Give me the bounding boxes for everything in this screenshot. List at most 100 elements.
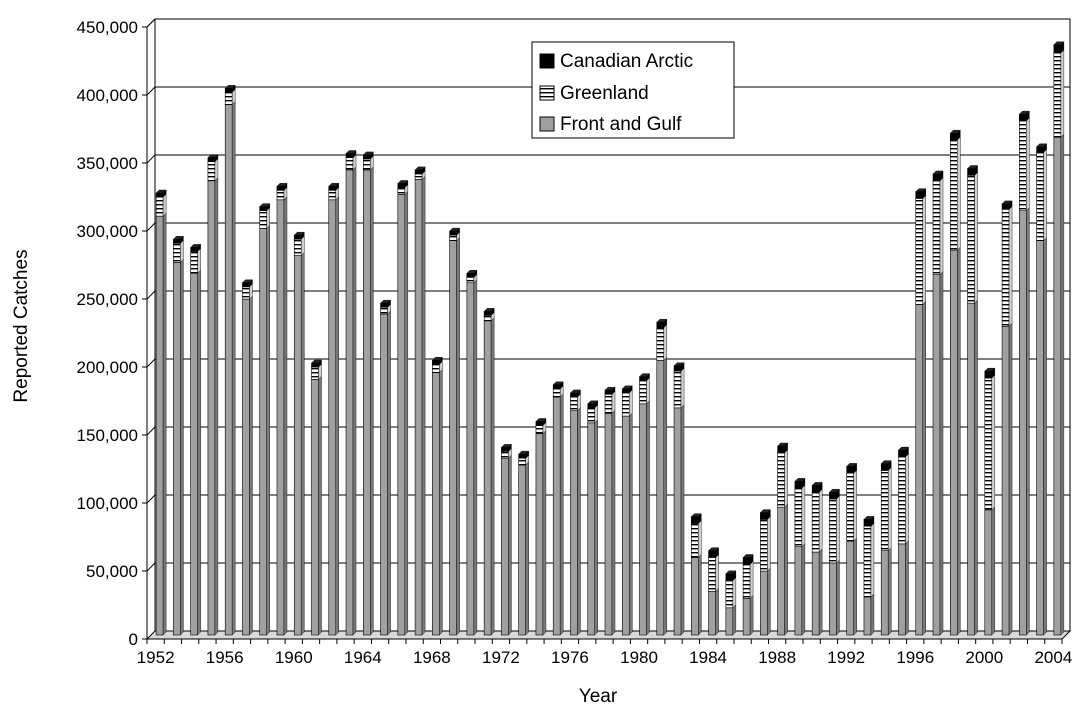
bar-top-cap bbox=[276, 182, 288, 187]
bar-segment-greenland bbox=[777, 452, 785, 508]
bar-segment-side bbox=[421, 175, 426, 636]
bar-segment-canadian-arctic bbox=[742, 557, 751, 565]
bar-segment-front-and-gulf bbox=[1019, 210, 1027, 636]
bar-1997 bbox=[932, 170, 944, 636]
bar-segment-greenland bbox=[483, 315, 492, 322]
bar-segment-front-and-gulf bbox=[518, 464, 526, 636]
bar-segment-greenland bbox=[414, 173, 423, 180]
legend-label-greenland: Greenland bbox=[560, 83, 649, 104]
bar-1984 bbox=[708, 547, 720, 636]
bar-top-cap bbox=[345, 150, 357, 154]
bar-top-cap bbox=[431, 357, 443, 361]
bar-1988 bbox=[777, 442, 789, 636]
bar-segment-front-and-gulf bbox=[725, 607, 734, 636]
bar-segment-front-and-gulf bbox=[639, 403, 647, 636]
bar-top-cap bbox=[172, 236, 184, 240]
bar-1967 bbox=[414, 166, 426, 636]
bar-1970 bbox=[466, 269, 478, 636]
bar-top-cap bbox=[759, 509, 771, 513]
bar-segment-canadian-arctic bbox=[984, 370, 993, 379]
bar-segment-greenland bbox=[1001, 209, 1010, 327]
bar-1999 bbox=[967, 165, 979, 636]
bar-segment-canadian-arctic bbox=[760, 512, 768, 520]
bar-segment-canadian-arctic bbox=[173, 238, 181, 244]
bar-top-cap bbox=[932, 170, 944, 175]
bar-top-cap bbox=[967, 165, 979, 169]
bar-segment-canadian-arctic bbox=[725, 573, 734, 581]
bar-segment-front-and-gulf bbox=[673, 407, 682, 636]
bar-segment-greenland bbox=[259, 210, 268, 229]
bar-1972 bbox=[500, 443, 512, 636]
x-tick-label: 1988 bbox=[758, 648, 796, 667]
bar-segment-front-and-gulf bbox=[207, 180, 216, 636]
bar-1956 bbox=[224, 84, 236, 636]
bar-segment-side bbox=[473, 279, 478, 636]
bar-segment-canadian-arctic bbox=[949, 132, 958, 141]
bar-1993 bbox=[863, 515, 875, 636]
bar-segment-canadian-arctic bbox=[276, 185, 285, 191]
bar-top-cap bbox=[190, 244, 202, 248]
x-axis: 1952 1956 1960 1964 1968 1972 1976 1980 1984 1988… bbox=[137, 638, 1072, 667]
bar-segment-side bbox=[922, 194, 926, 306]
bar-segment-front-and-gulf bbox=[1036, 240, 1044, 636]
bar-segment-front-and-gulf bbox=[328, 199, 337, 636]
bar-segment-side bbox=[266, 207, 270, 229]
bar-segment-canadian-arctic bbox=[1053, 44, 1062, 54]
bar-segment-side bbox=[439, 369, 443, 636]
gridline-side bbox=[146, 358, 156, 368]
y-tick-label: 250,000 bbox=[77, 290, 138, 309]
y-tick-label: 150,000 bbox=[77, 426, 138, 445]
bar-1969 bbox=[449, 227, 461, 636]
gridline-side bbox=[146, 154, 156, 164]
bar-segment-side bbox=[560, 393, 564, 636]
bar-top-cap bbox=[673, 362, 685, 366]
bar-segment-side bbox=[611, 409, 616, 636]
bar-segment-front-and-gulf bbox=[1053, 136, 1062, 636]
bar-segment-side bbox=[1060, 133, 1065, 636]
x-tick-label: 1992 bbox=[827, 648, 865, 667]
bar-segment-greenland bbox=[293, 238, 302, 256]
bar-segment-front-and-gulf bbox=[984, 509, 993, 636]
bar-segment-side bbox=[490, 317, 495, 636]
y-axis: 0 50,000 100,000 150,000 200,000 250,000 300,0… bbox=[77, 18, 147, 649]
bar-segment-greenland bbox=[708, 557, 716, 592]
y-axis-title: Reported Catches bbox=[11, 249, 32, 402]
bar-segment-side bbox=[767, 515, 771, 572]
x-tick-label: 1964 bbox=[344, 648, 382, 667]
bar-segment-greenland bbox=[949, 139, 958, 251]
bar-segment-front-and-gulf bbox=[794, 546, 803, 636]
bar-segment-side bbox=[939, 271, 944, 636]
bar-1954 bbox=[190, 243, 202, 636]
bar-segment-front-and-gulf bbox=[1001, 325, 1010, 636]
bar-segment-side bbox=[370, 166, 374, 636]
gridline-side bbox=[146, 290, 156, 300]
bar-segment-canadian-arctic bbox=[915, 191, 924, 199]
bar-segment-side bbox=[1060, 49, 1065, 138]
bar-segment-front-and-gulf bbox=[414, 179, 423, 636]
bar-segment-side bbox=[404, 190, 409, 636]
bar-segment-side bbox=[387, 310, 391, 636]
bar-segment-side bbox=[577, 407, 581, 636]
bar-segment-side bbox=[594, 419, 598, 636]
bar-2001 bbox=[1001, 200, 1013, 636]
bar-top-cap bbox=[846, 463, 858, 467]
bar-top-cap bbox=[569, 389, 581, 394]
bar-segment-front-and-gulf bbox=[242, 298, 250, 636]
x-tick-label: 2000 bbox=[965, 648, 1003, 667]
bar-segment-canadian-arctic bbox=[190, 247, 198, 252]
bar-segment-side bbox=[525, 461, 529, 636]
bar-segment-greenland bbox=[673, 370, 682, 409]
bar-segment-side bbox=[974, 171, 978, 304]
bar-top-cap bbox=[811, 482, 823, 486]
bar-segment-canadian-arctic bbox=[414, 169, 423, 175]
y-tick-label: 0 bbox=[129, 630, 138, 649]
bar-top-cap bbox=[535, 418, 547, 422]
bar-segment-side bbox=[629, 389, 633, 417]
bar-top-cap bbox=[1018, 110, 1030, 115]
bar-segment-greenland bbox=[224, 92, 233, 105]
bar-1952 bbox=[155, 189, 167, 636]
bar-segment-side bbox=[922, 301, 926, 636]
bar-top-cap bbox=[362, 151, 374, 156]
bar-segment-side bbox=[1008, 322, 1013, 636]
bar-segment-greenland bbox=[811, 491, 820, 553]
